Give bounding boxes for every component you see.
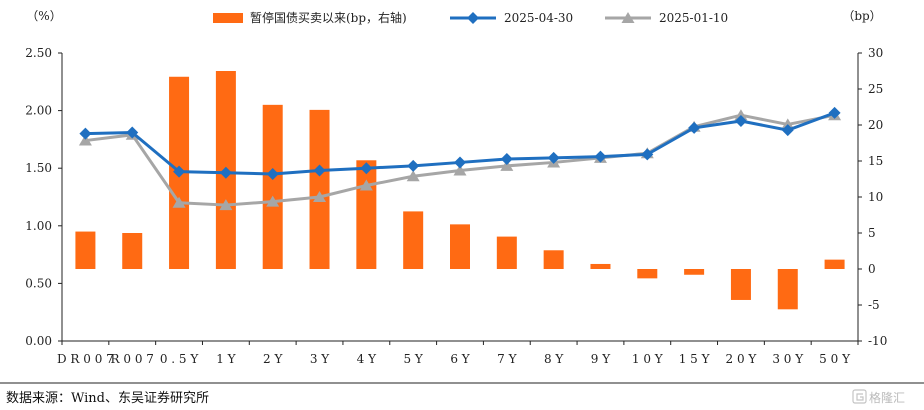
bar-7y [496, 236, 517, 269]
legend-label-0110: 2025-01-10 [659, 11, 728, 25]
point-0110-7y [500, 159, 514, 171]
bar-30y [777, 269, 798, 310]
bar-5y [403, 211, 424, 269]
legend-label-bar: 暂停国债买卖以来(bp，右轴) [250, 10, 407, 25]
point-0110-dr007 [78, 134, 92, 146]
x-tick-label: D R 0 0 7 [57, 352, 114, 366]
left-tick-label: 0.50 [25, 276, 52, 290]
point-0430-2y [266, 167, 279, 180]
legend-label-0430: 2025-04-30 [504, 11, 573, 25]
watermark-logo: 格隆汇 [852, 389, 905, 405]
point-0430-1y [219, 166, 232, 179]
left-axis-unit: （%） [26, 9, 61, 23]
point-0110-30y [781, 118, 795, 130]
right-tick-label: 30 [868, 46, 883, 60]
right-tick-label: 20 [868, 118, 883, 132]
bar-6y [450, 224, 470, 269]
point-0430-15y [688, 121, 701, 134]
x-tick-label: 1 5 Y [679, 352, 711, 366]
point-0110-4y [359, 179, 373, 191]
right-tick-label: 10 [868, 190, 883, 204]
point-0430-5y [407, 159, 420, 172]
bar-series-group [75, 71, 845, 310]
point-0430-dr007 [79, 127, 92, 140]
right-tick-label: 0 [868, 262, 876, 276]
point-0110-5y [406, 170, 420, 182]
bar-9y [590, 263, 611, 269]
point-0430-8y [547, 151, 560, 164]
source-note: 数据来源：Wind、东吴证券研究所 [6, 390, 209, 406]
bar-50y [824, 259, 845, 269]
bar-8y [543, 250, 564, 269]
point-0110-3y [313, 191, 327, 202]
left-tick-label: 2.00 [25, 104, 52, 118]
x-tick-label: R 0 0 7 [111, 352, 154, 366]
x-tick-label: 1 Y [216, 352, 236, 366]
x-tick-label: 7 Y [497, 352, 517, 366]
point-0110-2y [266, 195, 280, 207]
point-0430-0-5y [173, 165, 186, 178]
left-tick-label: 0.00 [25, 334, 52, 348]
right-tick-label: -5 [868, 298, 880, 312]
point-0430-30y [781, 124, 794, 137]
point-0430-r007 [126, 126, 139, 139]
bar-4y [356, 160, 377, 269]
legend-marker-triangle [621, 12, 635, 23]
bar-r007 [122, 233, 143, 269]
point-0430-7y [500, 152, 513, 165]
legend-swatch-bar [213, 13, 243, 23]
x-tick-label: 5 0 Y [819, 352, 851, 366]
x-tick-label: 6 Y [450, 352, 470, 366]
x-tick-label: 2 0 Y [726, 352, 758, 366]
point-0430-9y [594, 150, 607, 163]
right-axis-unit: （bp） [842, 9, 881, 23]
right-tick-label: 25 [868, 82, 883, 96]
x-tick-label: 5 Y [403, 352, 423, 366]
point-0430-3y [313, 164, 326, 177]
x-tick-label: 1 0 Y [632, 352, 664, 366]
point-0110-0-5y [172, 196, 186, 208]
legend-marker-diamond [467, 12, 479, 24]
bar-3y [309, 109, 330, 269]
x-tick-label: 2 Y [263, 352, 283, 366]
axes-group: 0.00 0.50 1.00 1.50 2.00 2.50 -10 -5 0 5 10 15 20 25 3… [25, 9, 887, 366]
point-0430-10y [641, 148, 654, 161]
watermark-text: 格隆汇 [869, 390, 905, 405]
bar-15y [684, 269, 705, 275]
bar-10y [637, 269, 658, 279]
right-tick-label: -10 [868, 334, 887, 348]
point-0430-4y [360, 162, 373, 175]
left-tick-label: 1.00 [25, 219, 52, 233]
point-0430-6y [454, 156, 466, 169]
bar-20y [730, 269, 751, 300]
line-series-group [78, 106, 842, 211]
point-0430-50y [828, 106, 841, 119]
x-tick-label: 9 Y [591, 352, 611, 366]
left-tick-label: 2.50 [25, 46, 52, 60]
legend: 暂停国债买卖以来(bp，右轴) 2025-04-30 2025-01-10 [213, 10, 728, 25]
right-tick-label: 5 [868, 226, 876, 240]
x-tick-label: 4 Y [357, 352, 377, 366]
x-tick-label: 8 Y [544, 352, 564, 366]
x-tick-label: 0 . 5 Y [160, 352, 200, 366]
point-0110-1y [219, 199, 233, 211]
point-0110-20y [734, 109, 748, 121]
x-tick-label: 3 Y [310, 352, 330, 366]
point-0110-6y [453, 164, 467, 176]
x-tick-label: 3 0 Y [772, 352, 804, 366]
bar-2y [262, 104, 283, 269]
bar-dr007 [75, 231, 96, 269]
left-tick-label: 1.50 [25, 161, 52, 175]
right-tick-label: 15 [868, 154, 883, 168]
point-0430-20y [734, 114, 747, 127]
